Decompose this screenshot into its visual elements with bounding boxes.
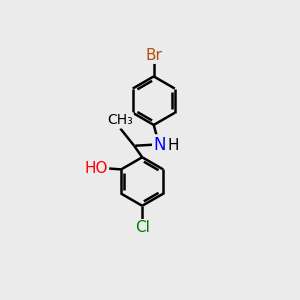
- Text: HO: HO: [85, 160, 108, 175]
- Text: Cl: Cl: [135, 220, 150, 235]
- Text: Br: Br: [145, 48, 162, 63]
- Text: CH₃: CH₃: [107, 113, 133, 127]
- Text: H: H: [167, 138, 179, 153]
- Text: N: N: [153, 136, 166, 154]
